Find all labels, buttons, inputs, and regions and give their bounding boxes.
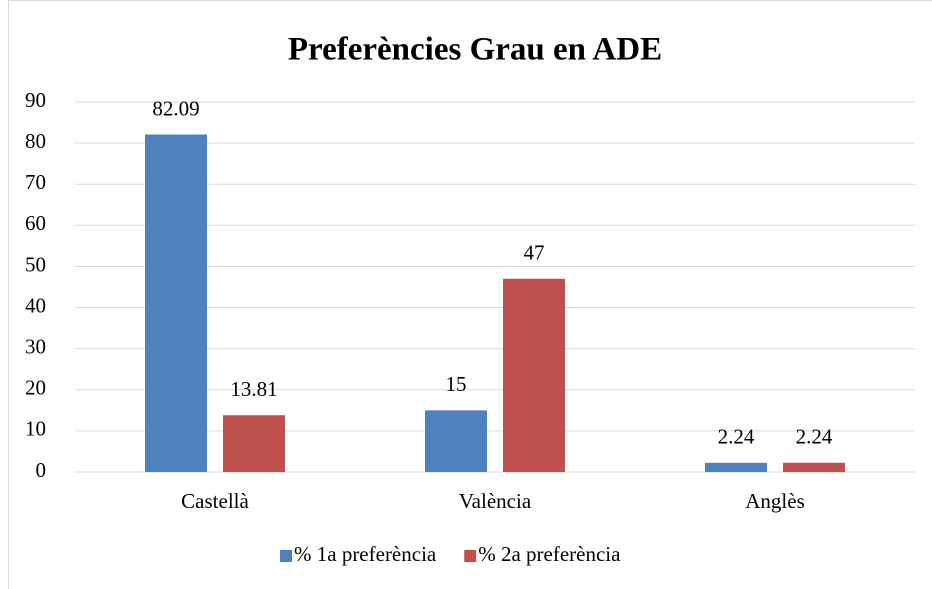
bar bbox=[705, 462, 767, 472]
bar bbox=[425, 410, 487, 472]
x-tick-label: Anglès bbox=[745, 489, 805, 513]
data-label: 13.81 bbox=[230, 377, 277, 401]
bar bbox=[783, 462, 845, 472]
y-tick-label: 80 bbox=[25, 129, 46, 153]
data-label: 47 bbox=[524, 241, 545, 265]
x-tick-label: València bbox=[459, 489, 532, 513]
bar bbox=[223, 415, 285, 472]
bar bbox=[145, 134, 207, 472]
legend-swatch bbox=[464, 550, 477, 562]
y-tick-label: 0 bbox=[36, 458, 47, 482]
y-tick-label: 70 bbox=[25, 170, 46, 194]
data-label: 82.09 bbox=[152, 96, 199, 120]
bar bbox=[503, 278, 565, 472]
x-tick-label: Castellà bbox=[181, 489, 249, 513]
y-tick-label: 30 bbox=[25, 334, 46, 358]
y-tick-label: 10 bbox=[25, 417, 46, 441]
data-label: 15 bbox=[446, 372, 467, 396]
y-tick-label: 40 bbox=[25, 293, 46, 317]
legend-label: % 1a preferència bbox=[294, 542, 437, 566]
legend-swatch bbox=[280, 550, 292, 562]
data-label: 2.24 bbox=[796, 425, 833, 449]
legend-label: % 2a preferència bbox=[478, 542, 621, 566]
y-tick-label: 50 bbox=[25, 252, 46, 276]
chart-title: Preferències Grau en ADE bbox=[288, 32, 662, 68]
y-tick-label: 90 bbox=[25, 88, 46, 112]
data-label: 2.24 bbox=[718, 425, 755, 449]
y-tick-label: 20 bbox=[25, 376, 46, 400]
y-tick-label: 60 bbox=[25, 211, 46, 235]
